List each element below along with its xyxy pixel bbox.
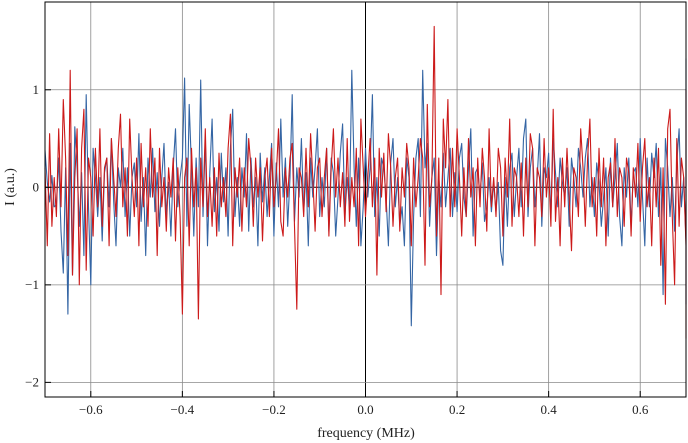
x-tick-label: 0.4 (541, 402, 558, 417)
y-tick-label: 1 (33, 82, 40, 97)
y-tick-label: −2 (25, 374, 39, 389)
y-tick-label: 0 (33, 179, 40, 194)
tick-labels: −0.6 −0.4 −0.2 0.0 0.2 0.4 0.6 −2 −1 0 1 (25, 82, 649, 417)
x-tick-label: 0.2 (449, 402, 465, 417)
x-axis-label: frequency (MHz) (317, 426, 415, 441)
x-tick-label: −0.4 (171, 402, 195, 417)
x-tick-label: −0.2 (262, 402, 286, 417)
x-tick-label: 0.6 (632, 402, 649, 417)
y-tick-label: −1 (25, 277, 39, 292)
x-tick-label: 0.0 (357, 402, 373, 417)
plot-frame (44, 1, 687, 398)
x-tick-label: −0.6 (79, 402, 103, 417)
plot-border (44, 1, 687, 398)
y-axis-label: I (a.u.) (3, 168, 18, 206)
